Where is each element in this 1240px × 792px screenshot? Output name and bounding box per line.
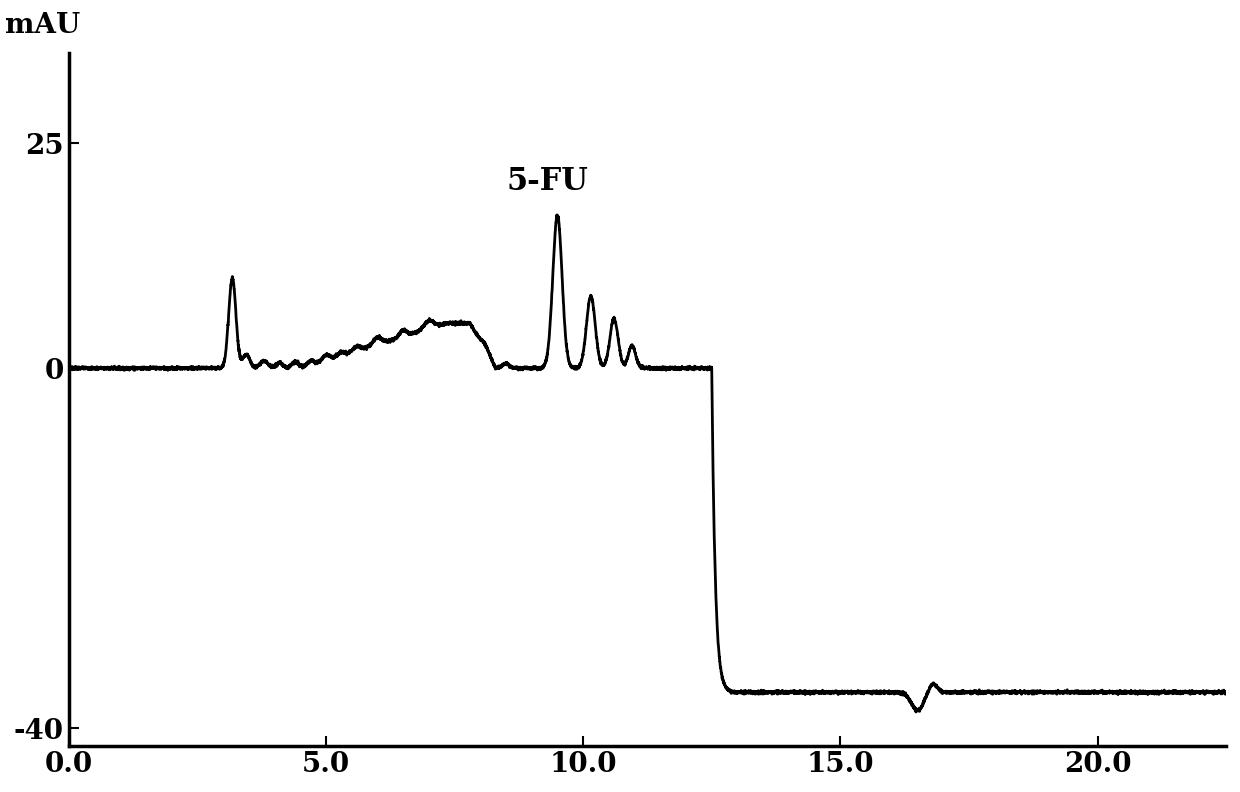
Text: 5-FU: 5-FU [506,166,588,197]
Text: mAU: mAU [5,12,81,40]
